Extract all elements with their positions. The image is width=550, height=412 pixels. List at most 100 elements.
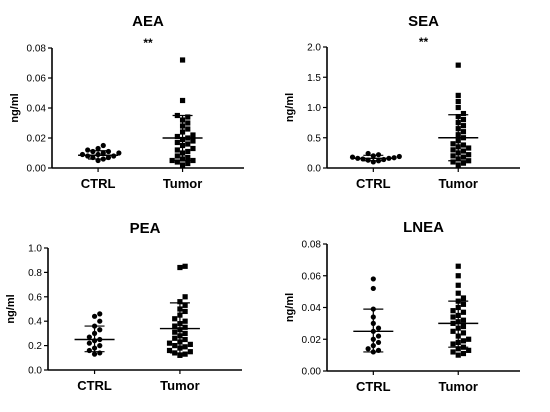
data-point-ctrl: [375, 152, 382, 158]
data-point-tumor: [455, 352, 461, 358]
data-point-tumor: [455, 62, 461, 68]
data-point-tumor: [179, 162, 186, 168]
data-point-tumor: [166, 340, 173, 346]
significance-label: **: [419, 35, 429, 49]
data-point-tumor: [172, 316, 178, 322]
data-point-tumor: [450, 349, 456, 355]
y-tick-label: 0.00: [27, 164, 47, 175]
data-point-ctrl: [396, 153, 402, 160]
data-point-ctrl: [97, 343, 103, 349]
data-point-tumor: [185, 126, 191, 132]
data-point-tumor: [190, 138, 196, 144]
data-point-ctrl: [100, 150, 106, 156]
data-point-tumor: [450, 314, 456, 320]
y-tick-label: 0.6: [28, 292, 42, 303]
chart-title: LNEA: [403, 219, 444, 236]
data-point-ctrl: [95, 145, 101, 152]
data-point-tumor: [182, 336, 188, 343]
significance-label: **: [143, 36, 153, 50]
data-point-tumor: [172, 343, 178, 349]
data-point-tumor: [450, 147, 456, 153]
data-point-tumor: [185, 160, 191, 167]
y-axis-label: ng/ml: [284, 293, 296, 322]
y-tick-label: 0.06: [27, 74, 47, 85]
data-point-tumor: [466, 145, 472, 151]
y-tick-label: 0.02: [27, 134, 47, 145]
data-point-tumor: [460, 160, 467, 166]
x-tick-label-tumor: Tumor: [438, 176, 477, 191]
data-point-tumor: [455, 263, 461, 269]
data-point-ctrl: [97, 318, 103, 324]
data-point-tumor: [455, 162, 461, 168]
data-point-tumor: [466, 347, 472, 353]
data-point-tumor: [179, 57, 186, 63]
data-point-tumor: [460, 350, 467, 357]
data-point-tumor: [450, 141, 456, 147]
data-point-tumor: [182, 324, 188, 330]
data-point-tumor: [455, 104, 461, 111]
data-point-ctrl: [365, 346, 371, 352]
y-tick-label: 0.8: [28, 268, 42, 279]
data-point-ctrl: [100, 142, 106, 149]
data-point-tumor: [185, 120, 191, 126]
data-point-tumor: [460, 129, 467, 135]
x-tick-label-tumor: Tumor: [438, 379, 477, 394]
data-point-tumor: [466, 158, 472, 164]
data-point-tumor: [455, 346, 461, 352]
data-point-tumor: [460, 309, 467, 315]
data-point-tumor: [185, 114, 191, 120]
data-point-tumor: [460, 154, 467, 160]
data-point-tumor: [182, 344, 188, 350]
data-point-ctrl: [91, 351, 98, 357]
data-point-tumor: [182, 294, 188, 300]
y-tick-label: 0.2: [28, 341, 42, 352]
data-point-tumor: [460, 323, 467, 330]
y-tick-label: 2.0: [307, 43, 321, 54]
data-point-tumor: [172, 335, 178, 341]
data-point-tumor: [460, 295, 467, 301]
data-point-tumor: [455, 273, 461, 279]
y-axis-label: ng/ml: [5, 294, 17, 323]
data-point-tumor: [450, 308, 456, 314]
data-point-ctrl: [85, 147, 91, 153]
y-tick-label: 0.04: [27, 104, 47, 115]
data-point-tumor: [177, 264, 183, 271]
data-point-ctrl: [97, 311, 103, 317]
y-tick-label: 0.00: [302, 367, 322, 378]
y-tick-label: 0.06: [302, 271, 322, 282]
data-point-ctrl: [370, 276, 376, 282]
x-tick-label-ctrl: CTRL: [77, 378, 112, 393]
data-point-ctrl: [86, 340, 92, 346]
y-tick-label: 0.0: [307, 164, 321, 175]
data-point-ctrl: [97, 327, 103, 333]
data-point-tumor: [460, 110, 467, 117]
data-point-tumor: [172, 329, 178, 335]
data-point-tumor: [190, 145, 196, 152]
y-axis-label: ng/ml: [9, 93, 21, 122]
data-point-ctrl: [86, 334, 92, 340]
data-point-ctrl: [375, 339, 382, 346]
chart-title: SEA: [408, 13, 439, 30]
y-tick-label: 1.0: [28, 244, 42, 255]
y-tick-label: 0.0: [28, 366, 42, 377]
x-tick-label-tumor: Tumor: [160, 378, 199, 393]
data-point-tumor: [450, 341, 456, 347]
data-point-tumor: [460, 142, 467, 148]
data-point-tumor: [455, 290, 461, 296]
y-tick-label: 0.08: [302, 240, 322, 251]
data-point-tumor: [460, 338, 467, 344]
data-point-tumor: [460, 330, 467, 336]
data-point-ctrl: [85, 153, 91, 159]
data-point-tumor: [185, 154, 191, 161]
data-point-ctrl: [375, 333, 382, 339]
data-point-tumor: [190, 157, 196, 164]
data-point-ctrl: [79, 151, 86, 158]
data-point-tumor: [185, 148, 191, 155]
data-point-ctrl: [91, 313, 98, 319]
chart-panel-lnea: LNEA ng/ml CTRL Tumor 0.00 0.02 0.04 0.0…: [284, 219, 520, 394]
y-tick-label: 0.02: [302, 335, 322, 346]
data-point-tumor: [460, 301, 467, 307]
data-point-tumor: [466, 336, 472, 342]
data-point-ctrl: [375, 325, 382, 331]
